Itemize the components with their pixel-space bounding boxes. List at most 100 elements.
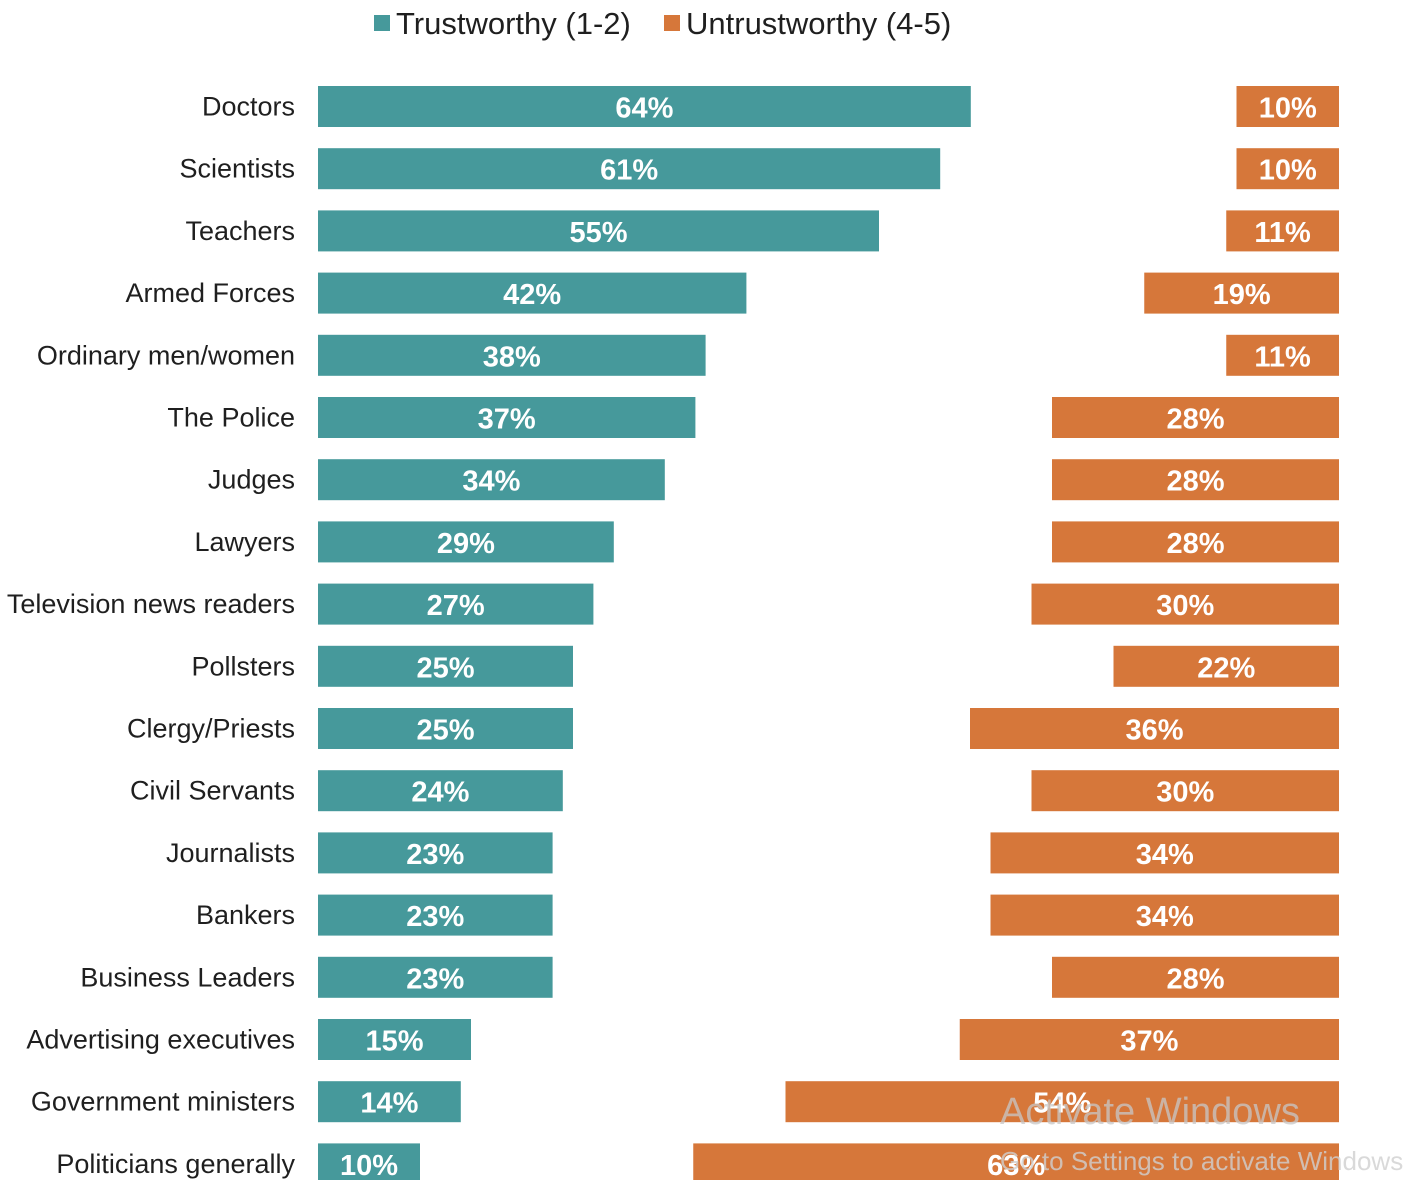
value-label-trustworthy-ordinary-men-women: 38%	[483, 341, 541, 373]
bar-trustworthy-lawyers	[318, 521, 614, 563]
category-labels: Doctors Scientists Teachers Armed Forces Ord…	[7, 92, 296, 1179]
value-label-untrustworthy-advertising-executives: 37%	[1120, 1026, 1178, 1058]
value-label-trustworthy-the-police: 37%	[478, 404, 536, 436]
value-label-trustworthy-pollsters: 25%	[416, 652, 474, 684]
bar-untrustworthy-scientists	[1236, 148, 1339, 190]
bar-untrustworthy-politicians-generally	[693, 1143, 1339, 1180]
bar-untrustworthy-ordinary-men-women	[1226, 334, 1339, 376]
value-label-trustworthy-journalists: 23%	[406, 839, 464, 871]
value-label-trustworthy-politicians-generally: 10%	[340, 1150, 398, 1180]
category-label-advertising-executives: Advertising executives	[26, 1025, 295, 1055]
bar-untrustworthy-lawyers	[1052, 521, 1339, 563]
value-label-untrustworthy-lawyers: 28%	[1166, 528, 1224, 560]
value-label-untrustworthy-doctors: 10%	[1259, 93, 1317, 125]
value-label-untrustworthy-journalists: 34%	[1136, 839, 1194, 871]
value-label-untrustworthy-politicians-generally: 63%	[987, 1150, 1045, 1180]
bar-trustworthy-the-police	[318, 397, 696, 438]
value-label-untrustworthy-the-police: 28%	[1166, 404, 1224, 436]
value-label-untrustworthy-teachers: 11%	[1254, 217, 1311, 249]
bar-trustworthy-ordinary-men-women	[318, 334, 706, 376]
category-label-scientists: Scientists	[179, 154, 295, 184]
value-label-untrustworthy-civil-servants: 30%	[1156, 777, 1214, 809]
legend-item-untrustworthy-4-5: Untrustworthy (4-5)	[664, 6, 951, 41]
bar-trustworthy-advertising-executives	[318, 1019, 471, 1060]
bar-untrustworthy-the-police	[1052, 397, 1339, 438]
category-label-television-news-readers: Television news readers	[7, 589, 295, 619]
category-label-the-police: The Police	[167, 403, 295, 433]
value-label-untrustworthy-business-leaders: 28%	[1166, 963, 1224, 995]
bar-untrustworthy-pollsters	[1113, 645, 1339, 687]
value-label-trustworthy-scientists: 61%	[600, 155, 658, 187]
value-label-untrustworthy-ordinary-men-women: 11%	[1254, 341, 1311, 373]
value-label-untrustworthy-government-ministers: 54%	[1033, 1088, 1091, 1120]
bar-untrustworthy-judges	[1052, 459, 1339, 501]
value-label-trustworthy-doctors: 64%	[615, 93, 673, 125]
bar-trustworthy-pollsters	[318, 645, 573, 687]
category-label-business-leaders: Business Leaders	[80, 962, 295, 992]
value-label-untrustworthy-scientists: 10%	[1259, 155, 1317, 187]
bar-untrustworthy-clergy-priests	[970, 708, 1339, 749]
category-label-armed-forces: Armed Forces	[125, 278, 295, 308]
value-label-trustworthy-business-leaders: 23%	[406, 963, 464, 995]
bar-trustworthy-politicians-generally	[318, 1143, 420, 1180]
category-label-civil-servants: Civil Servants	[130, 776, 295, 806]
bar-untrustworthy-civil-servants	[1031, 770, 1339, 812]
category-label-ordinary-men-women: Ordinary men/women	[37, 340, 295, 370]
category-label-clergy-priests: Clergy/Priests	[127, 714, 295, 744]
category-label-teachers: Teachers	[185, 216, 295, 246]
category-label-pollsters: Pollsters	[191, 651, 295, 681]
bar-trustworthy-government-ministers	[318, 1081, 461, 1123]
bar-trustworthy-television-news-readers	[318, 583, 594, 625]
bar-trustworthy-civil-servants	[318, 770, 563, 812]
value-label-untrustworthy-armed-forces: 19%	[1213, 279, 1271, 311]
bar-trustworthy-bankers	[318, 894, 553, 936]
value-label-trustworthy-civil-servants: 24%	[411, 777, 469, 809]
bars: 64% 10% 61% 10% 55% 11% 42% 19% 38% 11% 37% 28% 34% 2…	[318, 86, 1339, 1180]
bar-trustworthy-doctors	[318, 86, 971, 127]
category-label-bankers: Bankers	[196, 900, 295, 930]
bar-untrustworthy-armed-forces	[1144, 272, 1339, 314]
bar-untrustworthy-government-ministers	[785, 1081, 1339, 1123]
bar-untrustworthy-bankers	[990, 894, 1339, 936]
watermark-title: Activate Windows	[1000, 1091, 1300, 1133]
bar-trustworthy-scientists	[318, 148, 941, 190]
bar-untrustworthy-teachers	[1226, 210, 1339, 252]
value-label-trustworthy-judges: 34%	[462, 466, 520, 498]
value-label-trustworthy-teachers: 55%	[569, 217, 627, 249]
category-label-doctors: Doctors	[202, 92, 295, 122]
value-label-trustworthy-advertising-executives: 15%	[365, 1026, 423, 1058]
legend-label: Trustworthy (1-2)	[396, 6, 631, 41]
watermark-subtitle: Go to Settings to activate Windows	[1000, 1146, 1403, 1176]
bar-trustworthy-journalists	[318, 832, 553, 874]
value-label-trustworthy-television-news-readers: 27%	[427, 590, 485, 622]
bar-trustworthy-teachers	[318, 210, 879, 252]
bar-untrustworthy-journalists	[990, 832, 1339, 874]
legend-label: Untrustworthy (4-5)	[686, 6, 951, 41]
windows-activation-watermark: Activate Windows Go to Settings to activ…	[1000, 1091, 1403, 1176]
value-label-trustworthy-bankers: 23%	[406, 901, 464, 933]
value-label-trustworthy-lawyers: 29%	[437, 528, 495, 560]
bar-untrustworthy-doctors	[1236, 86, 1339, 127]
legend-item-trustworthy-1-2: Trustworthy (1-2)	[374, 6, 631, 41]
bar-untrustworthy-advertising-executives	[959, 1019, 1339, 1060]
bar-trustworthy-business-leaders	[318, 956, 553, 998]
value-label-untrustworthy-television-news-readers: 30%	[1156, 590, 1214, 622]
category-label-judges: Judges	[208, 465, 295, 495]
value-label-untrustworthy-bankers: 34%	[1136, 901, 1194, 933]
category-label-journalists: Journalists	[166, 838, 295, 868]
category-label-politicians-generally: Politicians generally	[56, 1149, 295, 1179]
bar-trustworthy-clergy-priests	[318, 708, 573, 749]
value-label-untrustworthy-judges: 28%	[1166, 466, 1224, 498]
value-label-trustworthy-government-ministers: 14%	[360, 1088, 418, 1120]
bar-untrustworthy-business-leaders	[1052, 956, 1339, 998]
bar-trustworthy-armed-forces	[318, 272, 747, 314]
category-label-lawyers: Lawyers	[194, 527, 295, 557]
bar-untrustworthy-television-news-readers	[1031, 583, 1339, 625]
legend-swatch	[374, 15, 390, 31]
value-label-trustworthy-armed-forces: 42%	[503, 279, 561, 311]
legend: Trustworthy (1-2) Untrustworthy (4-5)	[374, 6, 951, 41]
category-label-government-ministers: Government ministers	[31, 1087, 295, 1117]
value-label-trustworthy-clergy-priests: 25%	[416, 715, 474, 747]
bar-trustworthy-judges	[318, 459, 665, 501]
